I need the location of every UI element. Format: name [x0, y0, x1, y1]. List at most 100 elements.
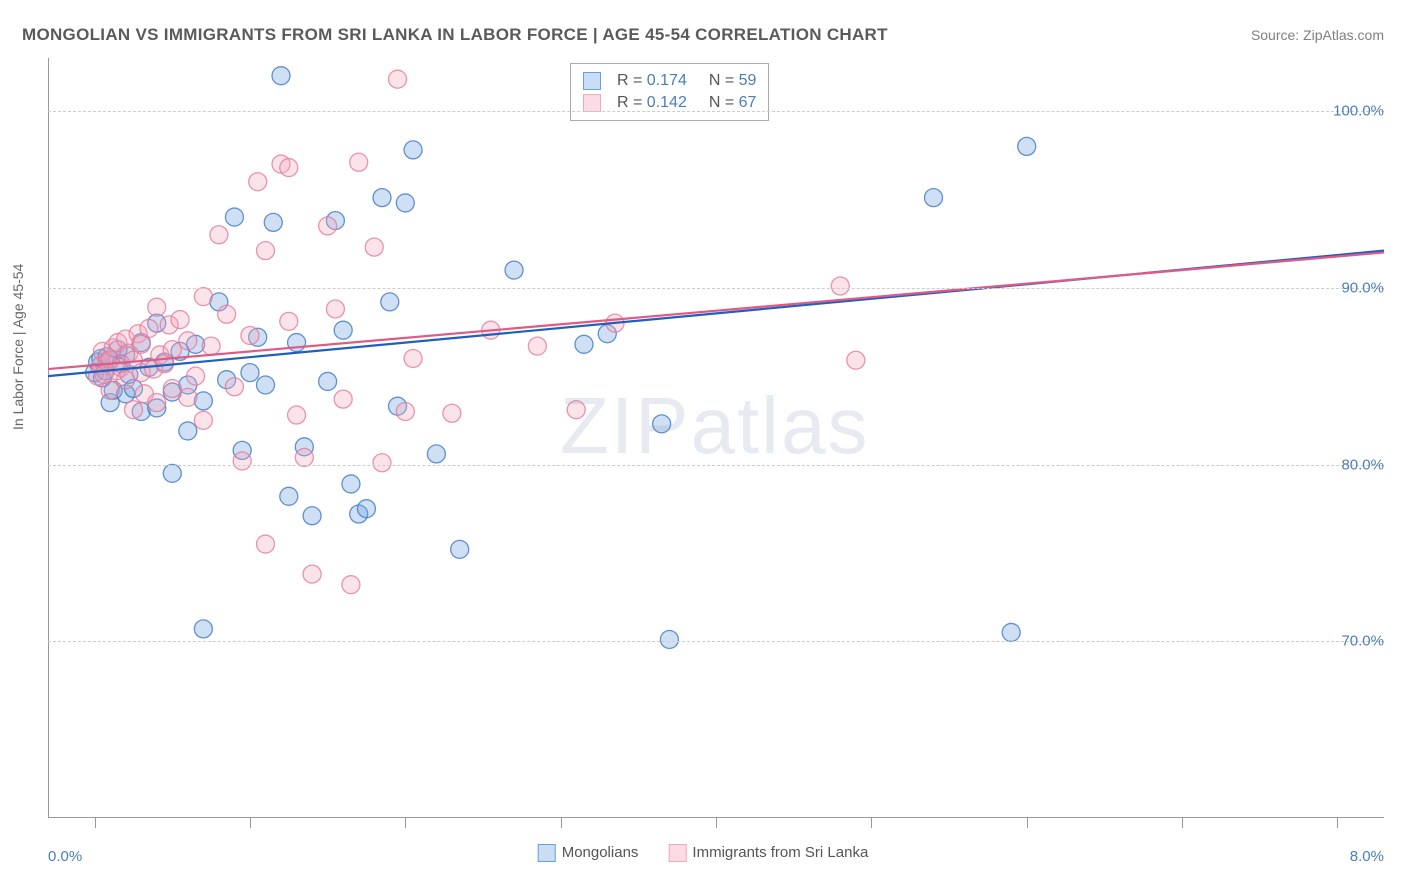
scatter-point — [280, 312, 298, 330]
scatter-point — [194, 620, 212, 638]
scatter-point — [148, 298, 166, 316]
stats-swatch — [583, 72, 601, 90]
scatter-point — [427, 445, 445, 463]
scatter-point — [194, 411, 212, 429]
x-tick — [1182, 818, 1183, 828]
x-tick — [405, 818, 406, 828]
scatter-point — [389, 70, 407, 88]
scatter-point — [179, 332, 197, 350]
y-tick-label: 80.0% — [1341, 456, 1384, 473]
scatter-point — [225, 208, 243, 226]
scatter-point — [132, 335, 150, 353]
scatter-point — [396, 194, 414, 212]
scatter-point — [179, 388, 197, 406]
scatter-point — [847, 351, 865, 369]
scatter-point — [381, 293, 399, 311]
bottom-legend: Mongolians Immigrants from Sri Lanka — [538, 844, 869, 862]
scatter-point — [225, 378, 243, 396]
scatter-point — [280, 487, 298, 505]
scatter-point — [319, 372, 337, 390]
scatter-point — [272, 67, 290, 85]
scatter-point — [365, 238, 383, 256]
x-axis-max: 8.0% — [1350, 848, 1384, 865]
x-tick — [250, 818, 251, 828]
scatter-point — [101, 381, 119, 399]
x-axis-min: 0.0% — [48, 848, 82, 865]
chart-title: MONGOLIAN VS IMMIGRANTS FROM SRI LANKA I… — [22, 25, 888, 45]
scatter-point — [202, 337, 220, 355]
y-tick-label: 100.0% — [1333, 103, 1384, 120]
scatter-point — [342, 475, 360, 493]
y-tick-label: 70.0% — [1341, 633, 1384, 650]
scatter-point — [210, 226, 228, 244]
scatter-point — [334, 321, 352, 339]
scatter-point — [241, 326, 259, 344]
legend-label: Immigrants from Sri Lanka — [692, 844, 868, 861]
scatter-point — [831, 277, 849, 295]
scatter-point — [163, 464, 181, 482]
gridline-h — [48, 465, 1384, 466]
scatter-point — [319, 217, 337, 235]
scatter-point — [350, 153, 368, 171]
scatter-point — [264, 213, 282, 231]
scatter-point — [148, 394, 166, 412]
stats-row: R = 0.174N = 59 — [583, 70, 756, 92]
scatter-point — [924, 189, 942, 207]
scatter-point — [303, 565, 321, 583]
scatter-point — [233, 452, 251, 470]
scatter-point — [342, 576, 360, 594]
legend-item: Mongolians — [538, 844, 639, 862]
stat-r-label: R = 0.142 — [617, 94, 687, 112]
scatter-point — [567, 401, 585, 419]
scatter-point — [660, 630, 678, 648]
scatter-point — [575, 335, 593, 353]
scatter-point — [396, 402, 414, 420]
gridline-h — [48, 288, 1384, 289]
scatter-point — [171, 311, 189, 329]
x-tick — [1027, 818, 1028, 828]
scatter-point — [1018, 137, 1036, 155]
scatter-point — [326, 300, 344, 318]
stats-legend: R = 0.174N = 59 R = 0.142 N = 67 — [570, 63, 769, 121]
scatter-point — [241, 364, 259, 382]
scatter-point — [256, 535, 274, 553]
legend-swatch — [668, 844, 686, 862]
scatter-point — [280, 159, 298, 177]
scatter-point — [443, 404, 461, 422]
source-label: Source: ZipAtlas.com — [1251, 27, 1384, 43]
scatter-point — [140, 319, 158, 337]
scatter-svg — [48, 58, 1384, 818]
x-tick — [871, 818, 872, 828]
scatter-point — [124, 401, 142, 419]
trend-line — [48, 252, 1384, 369]
scatter-point — [303, 507, 321, 525]
legend-label: Mongolians — [562, 844, 639, 861]
y-tick-label: 90.0% — [1341, 279, 1384, 296]
scatter-point — [357, 500, 375, 518]
scatter-point — [194, 288, 212, 306]
gridline-h — [48, 111, 1384, 112]
scatter-point — [218, 305, 236, 323]
scatter-point — [373, 454, 391, 472]
x-tick — [1337, 818, 1338, 828]
x-tick — [95, 818, 96, 828]
stat-n-label: N = 67 — [709, 94, 757, 112]
stats-swatch — [583, 94, 601, 112]
scatter-point — [249, 173, 267, 191]
scatter-point — [528, 337, 546, 355]
scatter-point — [404, 349, 422, 367]
gridline-h — [48, 641, 1384, 642]
scatter-point — [404, 141, 422, 159]
y-axis-label: In Labor Force | Age 45-54 — [10, 264, 26, 430]
x-tick — [561, 818, 562, 828]
scatter-point — [505, 261, 523, 279]
legend-item: Immigrants from Sri Lanka — [668, 844, 868, 862]
scatter-point — [334, 390, 352, 408]
stat-n-label: N = 59 — [709, 72, 757, 90]
scatter-point — [179, 422, 197, 440]
scatter-point — [373, 189, 391, 207]
scatter-point — [653, 415, 671, 433]
scatter-point — [1002, 623, 1020, 641]
scatter-point — [256, 242, 274, 260]
scatter-point — [187, 367, 205, 385]
